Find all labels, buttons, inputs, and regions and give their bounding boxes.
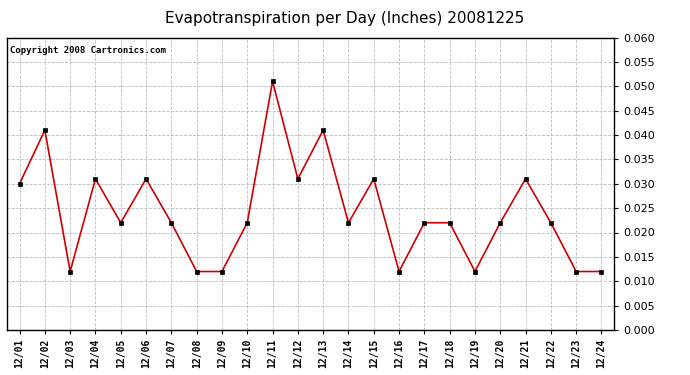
Text: Copyright 2008 Cartronics.com: Copyright 2008 Cartronics.com — [10, 46, 166, 55]
Text: Evapotranspiration per Day (Inches) 20081225: Evapotranspiration per Day (Inches) 2008… — [166, 11, 524, 26]
